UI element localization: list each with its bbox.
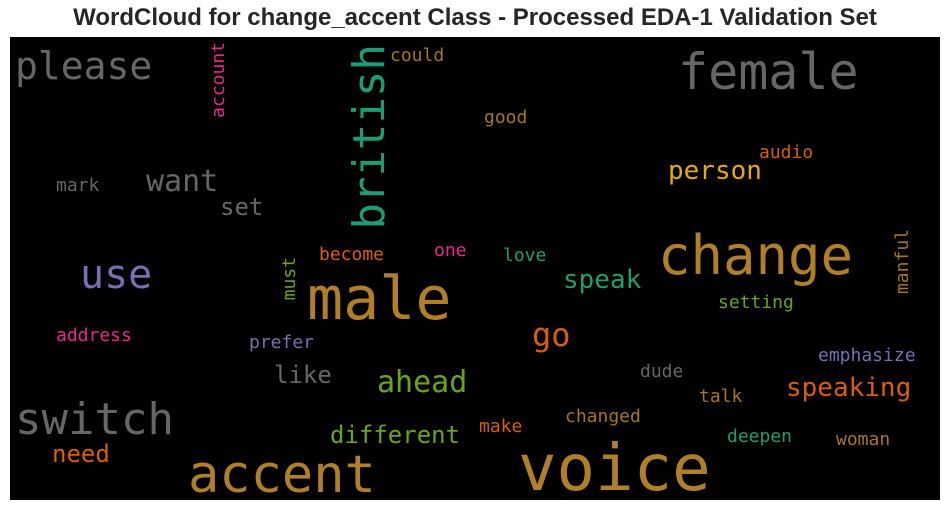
word-want: want [146, 164, 219, 199]
word-audio: audio [759, 142, 814, 163]
word-deepen: deepen [727, 426, 793, 447]
word-british: british [344, 44, 395, 230]
word-could: could [390, 45, 445, 66]
word-setting: setting [718, 292, 794, 313]
word-love: love [503, 245, 547, 266]
word-male: male [307, 264, 452, 334]
word-become: become [319, 244, 385, 265]
word-person: person [668, 156, 762, 186]
word-woman: woman [836, 429, 891, 450]
word-go: go [532, 316, 571, 354]
word-mark: mark [56, 175, 100, 196]
word-prefer: prefer [249, 332, 315, 353]
word-speaking: speaking [786, 373, 912, 403]
word-one: one [434, 240, 467, 261]
word-switch: switch [15, 394, 174, 445]
word-set: set [220, 193, 264, 221]
word-make: make [479, 416, 523, 437]
word-emphasize: emphasize [818, 345, 916, 366]
word-changed: changed [565, 406, 641, 427]
word-must: must [279, 257, 300, 301]
word-accent: accent [188, 445, 376, 500]
word-speak: speak [563, 265, 642, 295]
word-good: good [484, 107, 528, 128]
word-change: change [658, 224, 854, 287]
word-talk: talk [699, 386, 743, 407]
word-different: different [330, 421, 461, 449]
chart-title: WordCloud for change_accent Class - Proc… [73, 4, 877, 31]
word-please: please [15, 44, 153, 88]
word-manful: manful [892, 229, 913, 295]
word-female: female [678, 43, 859, 101]
word-dude: dude [640, 361, 684, 382]
word-voice: voice [518, 432, 711, 500]
word-address: address [56, 325, 132, 346]
word-account: account [208, 42, 229, 118]
word-like: like [274, 361, 332, 389]
wordcloud-canvas: voice male change accent female british switch… [10, 37, 940, 500]
word-use: use [80, 252, 153, 298]
word-need: need [52, 440, 110, 468]
word-ahead: ahead [377, 365, 468, 400]
